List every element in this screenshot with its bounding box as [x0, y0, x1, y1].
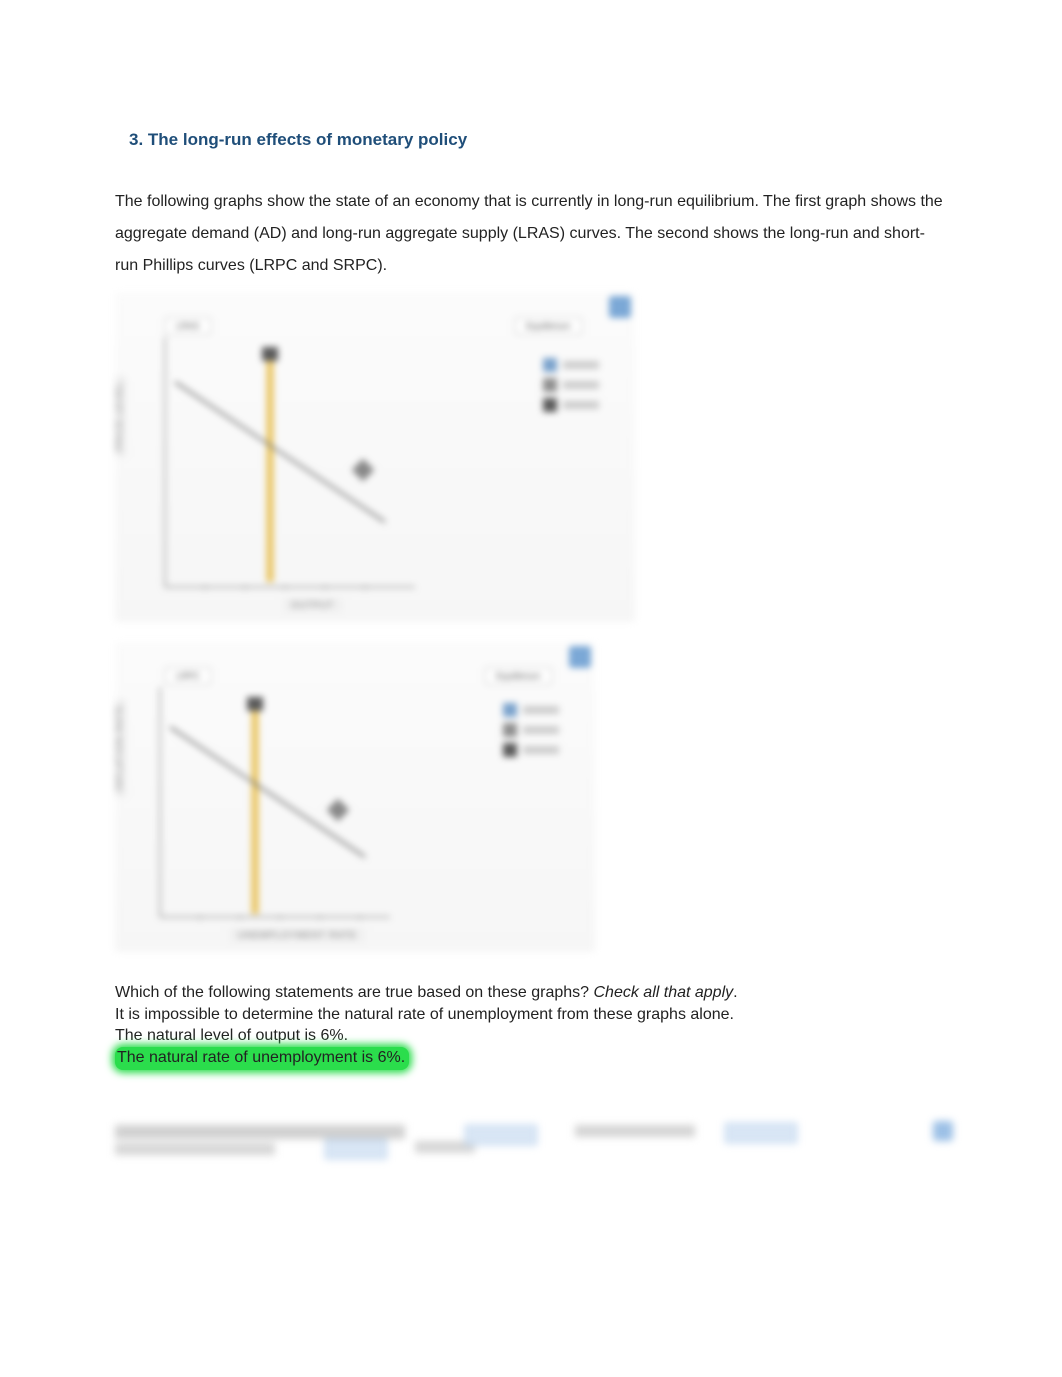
graph-phillips[interactable]: LRPC Equilibrium INFLATION RATE UNEMPLOY… [115, 642, 595, 952]
help-icon[interactable] [933, 1121, 953, 1141]
dropdown[interactable] [725, 1123, 797, 1143]
drag-legend[interactable] [503, 697, 573, 763]
legend-equilibrium: Equilibrium [515, 317, 582, 335]
option-3-highlighted: The natural rate of unemployment is 6%. [115, 1047, 409, 1071]
legend-equilibrium: Equilibrium [485, 667, 552, 685]
legend-lras: LRAS [165, 317, 211, 335]
graph-ad-lras[interactable]: LRAS Equilibrium PRICE LEVEL OUTPUT [115, 292, 635, 622]
legend-lrpc: LRPC [165, 667, 211, 685]
dropdown[interactable] [465, 1125, 537, 1145]
y-axis-label: PRICE LEVEL [115, 376, 126, 457]
chart-svg [115, 642, 595, 952]
x-axis-label: OUTPUT [283, 598, 342, 612]
chart-svg [115, 292, 635, 622]
prompt-text: Which of the following statements are tr… [115, 984, 594, 1001]
question-title: 3. The long-run effects of monetary poli… [129, 130, 947, 150]
option-1[interactable]: It is impossible to determine the natura… [115, 1004, 947, 1026]
option-2[interactable]: The natural level of output is 6%. [115, 1025, 947, 1047]
option-3-row[interactable]: The natural rate of unemployment is 6%. [115, 1047, 947, 1071]
help-icon[interactable] [569, 646, 591, 668]
y-axis-label: INFLATION RATE [115, 699, 126, 797]
page: 3. The long-run effects of monetary poli… [0, 0, 1062, 1377]
question-prompt: Which of the following statements are tr… [115, 982, 947, 1004]
prompt-emphasis: Check all that apply [594, 984, 734, 1001]
prompt-period: . [733, 984, 737, 1001]
drag-legend[interactable] [543, 352, 613, 418]
help-icon[interactable] [609, 296, 631, 318]
question-block: Which of the following statements are tr… [115, 982, 947, 1070]
graphs-container: LRAS Equilibrium PRICE LEVEL OUTPUT [115, 292, 947, 952]
dropdown[interactable] [325, 1139, 387, 1159]
followup-blurred [115, 1125, 947, 1165]
x-axis-label: UNEMPLOYMENT RATE [230, 928, 365, 942]
intro-paragraph: The following graphs show the state of a… [115, 186, 947, 282]
